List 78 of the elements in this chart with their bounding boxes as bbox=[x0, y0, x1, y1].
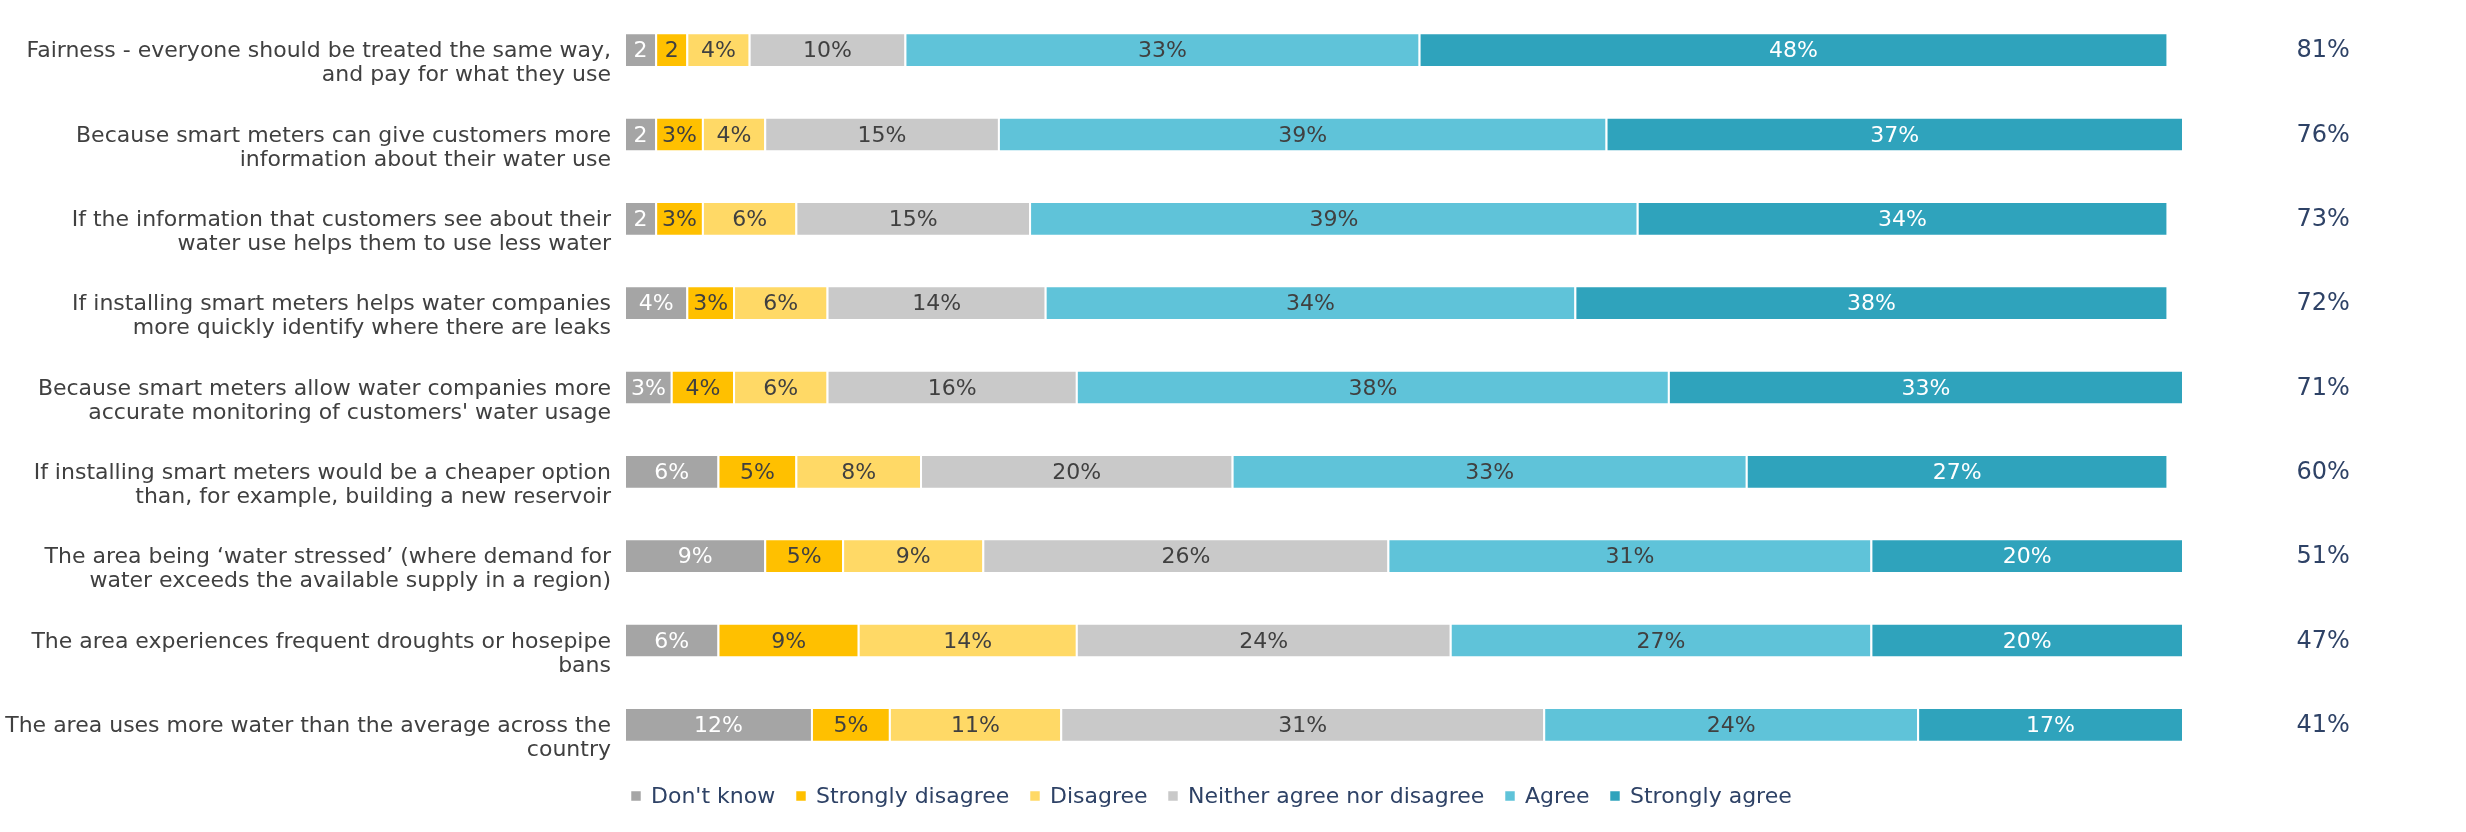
data-label: 38% bbox=[1846, 290, 1896, 316]
y-tick-label: The area uses more water than the average across the country bbox=[4, 711, 611, 761]
data-label: 33% bbox=[1138, 37, 1187, 63]
data-label: 6% bbox=[732, 205, 768, 231]
data-label: 2 bbox=[664, 37, 679, 63]
data-label: 39% bbox=[1278, 121, 1328, 147]
text: 73% bbox=[2296, 203, 2350, 232]
text: 51% bbox=[2296, 541, 2350, 570]
data-label: 3% bbox=[662, 121, 697, 147]
data-label: 31% bbox=[1278, 711, 1328, 737]
data-label: 34% bbox=[1286, 290, 1335, 316]
y-tick-label: If installing smart meters would be a cheaper option than, for example, building a new reservoir bbox=[33, 458, 612, 508]
y-tick-label: Because smart meters can give customers more information about their water use bbox=[76, 121, 611, 171]
data-label: 20% bbox=[2002, 627, 2052, 653]
text: 76% bbox=[2296, 119, 2350, 148]
data-label: 37% bbox=[1870, 121, 1920, 147]
text: 72% bbox=[2296, 288, 2350, 317]
legend-label: Strongly agree bbox=[1630, 783, 1792, 808]
text: 41% bbox=[2296, 709, 2350, 738]
legend-label: Don't know bbox=[651, 783, 776, 808]
data-label: 14% bbox=[943, 627, 993, 653]
data-label: 27% bbox=[1636, 627, 1686, 653]
data-label: 3% bbox=[630, 374, 666, 400]
y-tick-label: If installing smart meters helps water companies more quickly identify where there are leaks bbox=[72, 290, 611, 340]
y-tick-label: Fairness - everyone should be treated the same way, and pay for what they use bbox=[26, 37, 611, 87]
data-label: 33% bbox=[1465, 458, 1515, 484]
data-label: 38% bbox=[1348, 374, 1398, 400]
y-tick-label: Because smart meters allow water companies more accurate monitoring of customers' water usage bbox=[37, 374, 611, 424]
data-label: 2 bbox=[633, 205, 648, 231]
data-label: 24% bbox=[1706, 711, 1756, 737]
data-label: 27% bbox=[1932, 458, 1982, 484]
data-label: 3% bbox=[693, 290, 729, 316]
legend-label: Agree bbox=[1525, 783, 1590, 808]
data-label: 15% bbox=[857, 121, 907, 147]
data-label: 48% bbox=[1769, 37, 1818, 63]
data-label: 11% bbox=[951, 711, 1000, 737]
data-label: 20% bbox=[1052, 458, 1102, 484]
legend-label: Strongly disagree bbox=[816, 783, 1010, 808]
legend-label: Neither agree nor disagree bbox=[1188, 783, 1485, 808]
data-label: 5% bbox=[833, 711, 869, 737]
data-label: 16% bbox=[927, 374, 977, 400]
data-label: 4% bbox=[701, 37, 736, 63]
data-label: 31% bbox=[1605, 543, 1655, 569]
data-label: 8% bbox=[841, 458, 877, 484]
text: 81% bbox=[2296, 35, 2350, 64]
data-label: 6% bbox=[763, 374, 799, 400]
y-tick-label: The area experiences frequent droughts or hosepipe bans bbox=[30, 627, 611, 677]
data-label: 26% bbox=[1161, 543, 1211, 569]
data-label: 20% bbox=[2002, 543, 2052, 569]
data-label: 33% bbox=[1901, 374, 1951, 400]
data-label: 24% bbox=[1239, 627, 1289, 653]
legend-label: Disagree bbox=[1050, 783, 1148, 808]
data-label: 39% bbox=[1309, 205, 1359, 231]
data-label: 34% bbox=[1878, 205, 1928, 231]
data-label: 4% bbox=[685, 374, 721, 400]
data-label: 3% bbox=[662, 205, 697, 231]
data-label: 5% bbox=[786, 543, 822, 569]
data-label: 14% bbox=[912, 290, 962, 316]
data-label: 9% bbox=[771, 627, 807, 653]
text: 71% bbox=[2296, 372, 2350, 401]
data-label: 6% bbox=[763, 290, 799, 316]
data-label: 12% bbox=[694, 711, 743, 737]
data-label: 9% bbox=[895, 543, 931, 569]
data-label: 2 bbox=[633, 37, 648, 63]
data-label: 10% bbox=[803, 37, 852, 63]
y-tick-label: The area being ‘water stressed’ (where demand for water exceeds the available supply in a region) bbox=[43, 543, 612, 593]
data-label: 6% bbox=[654, 458, 690, 484]
text: 47% bbox=[2296, 625, 2350, 654]
data-label: 4% bbox=[638, 290, 674, 316]
data-label: 5% bbox=[739, 458, 775, 484]
data-label: 2 bbox=[633, 121, 648, 147]
data-label: 4% bbox=[716, 121, 752, 147]
data-label: 6% bbox=[654, 627, 690, 653]
y-tick-label: If the information that customers see about their water use helps them to use less water bbox=[71, 205, 612, 255]
data-label: 17% bbox=[2026, 711, 2076, 737]
data-label: 9% bbox=[677, 543, 713, 569]
text: 60% bbox=[2296, 456, 2350, 485]
data-label: 15% bbox=[888, 205, 938, 231]
